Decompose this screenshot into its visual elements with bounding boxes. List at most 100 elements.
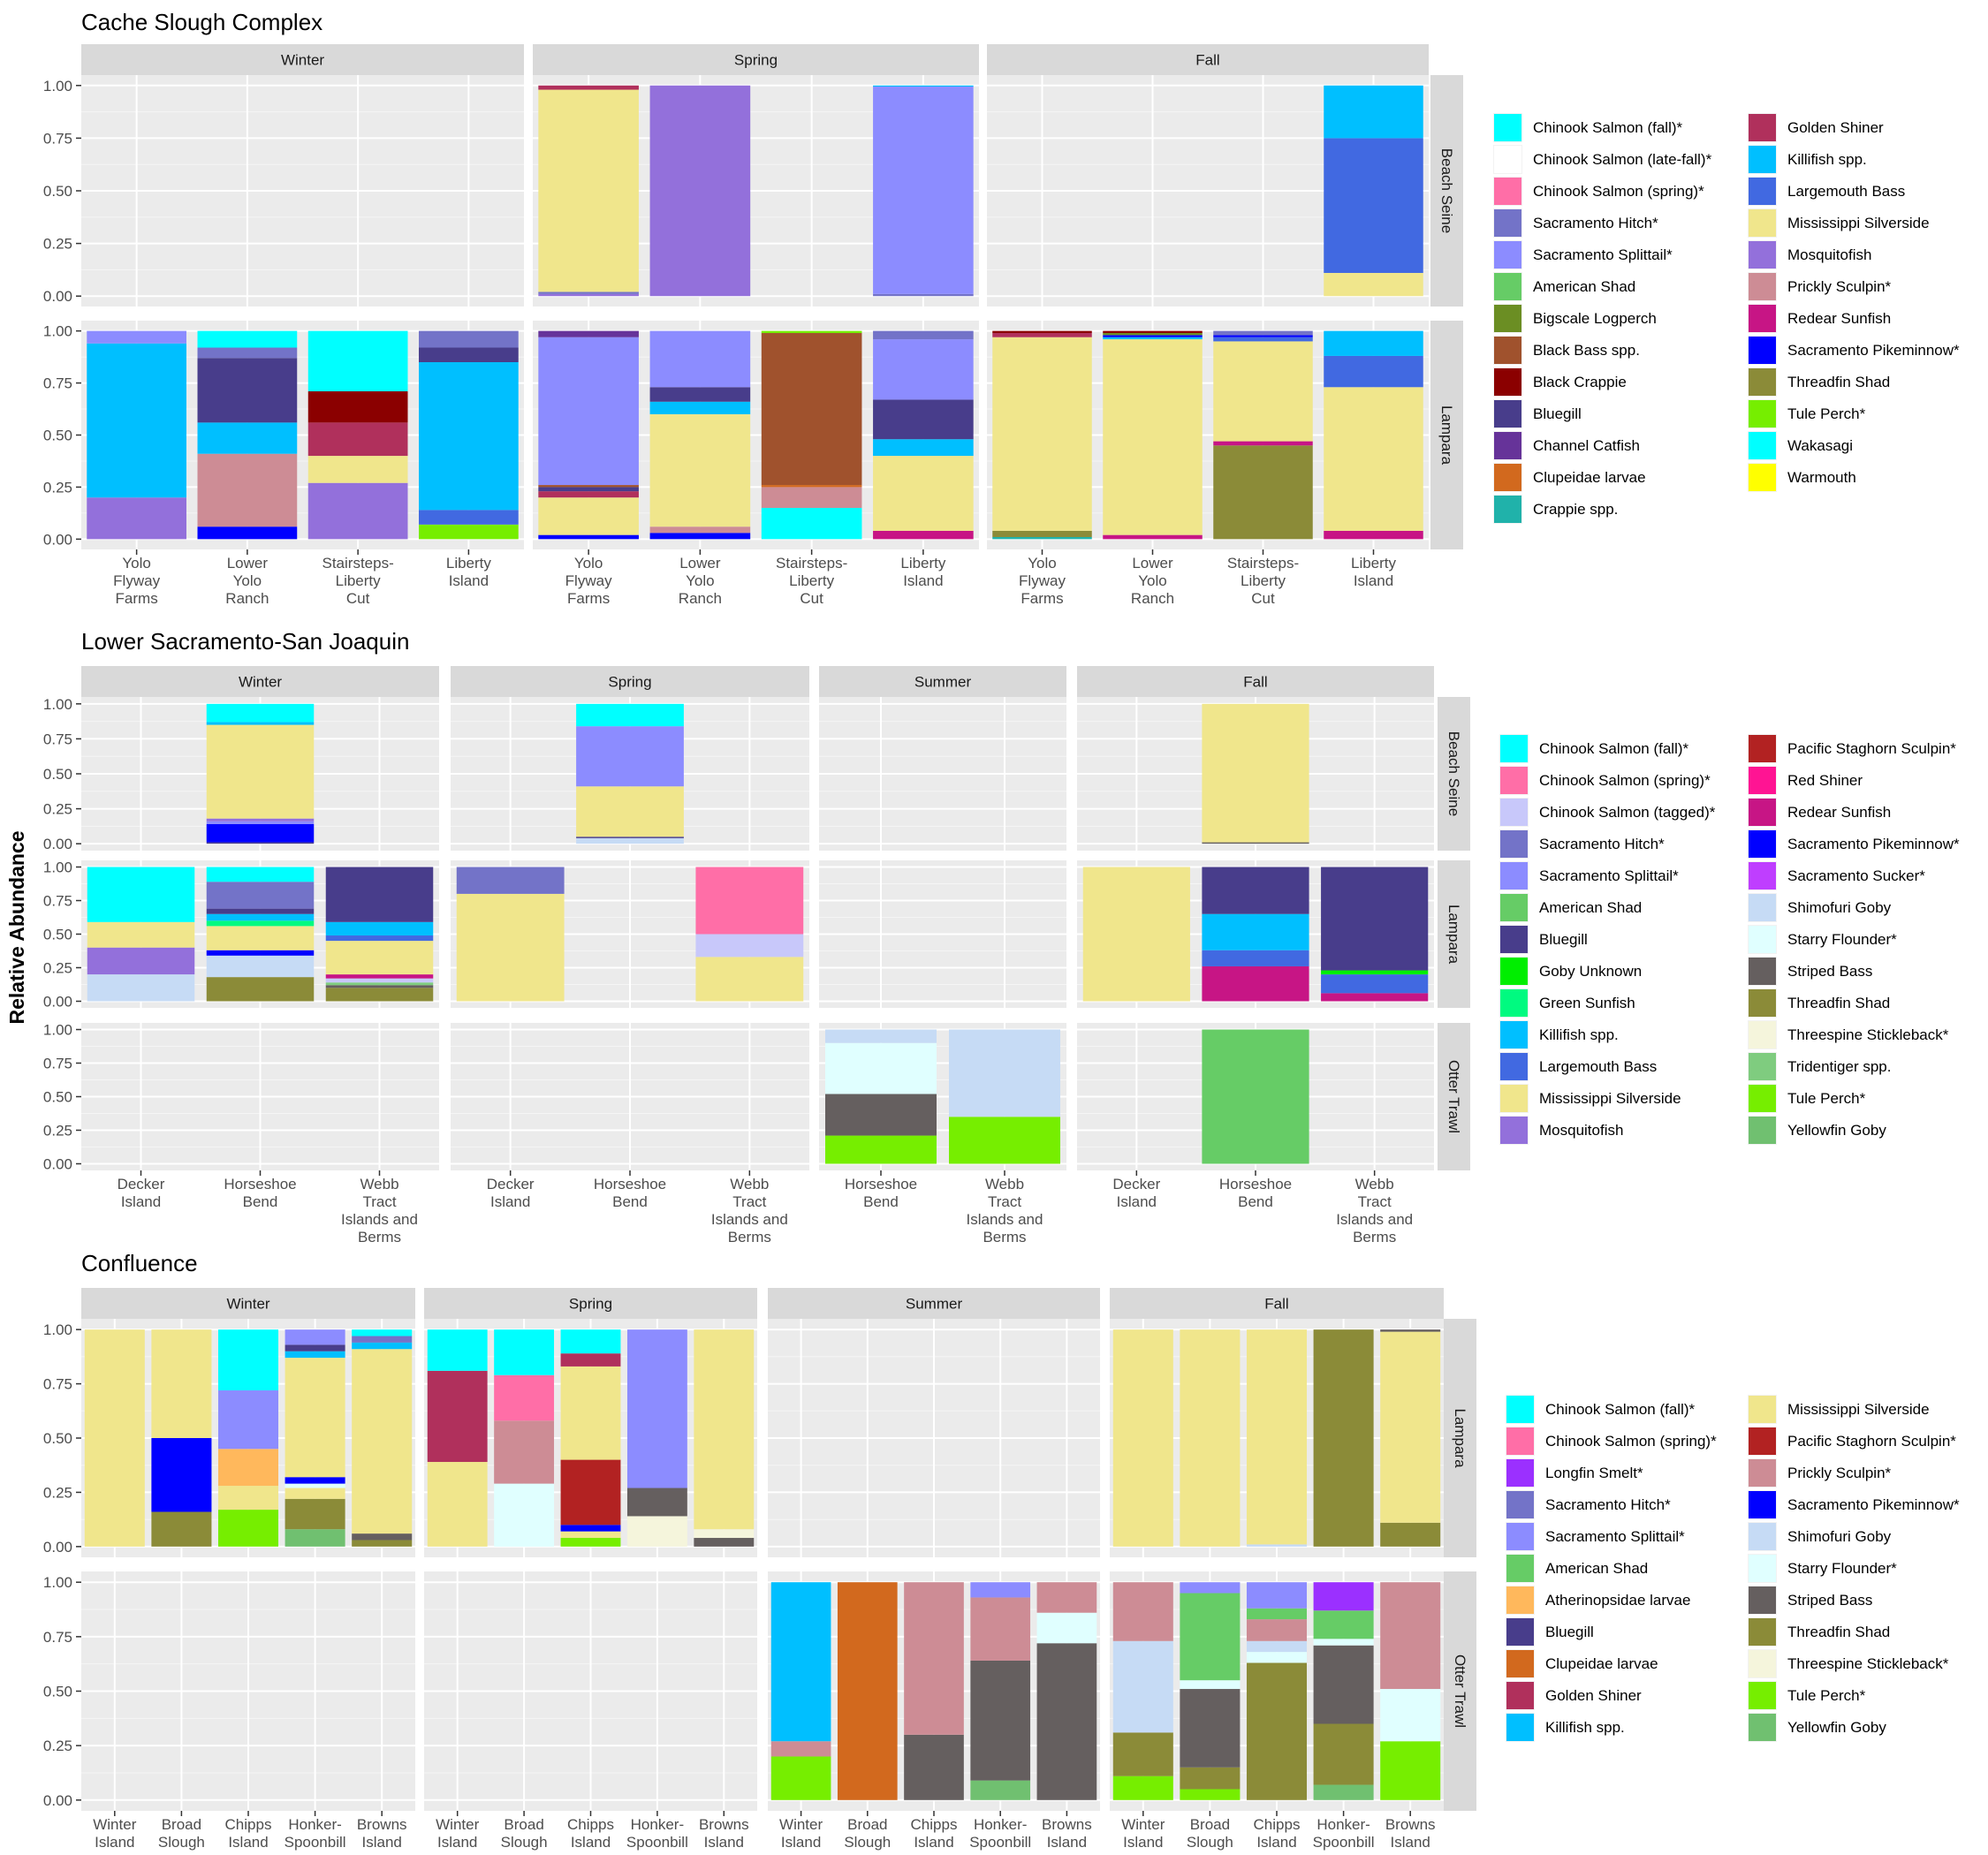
bar-segment-lower-yolo-ranch-prickly-sculpin bbox=[197, 453, 298, 527]
bar-segment-chipps-island-striped-bass bbox=[904, 1734, 964, 1800]
legend-key-largemouth-bass bbox=[1500, 1053, 1528, 1080]
bar-segment-winter-island-prickly-sculpin bbox=[770, 1741, 831, 1757]
y-tick-label: 0.00 bbox=[43, 288, 72, 305]
bar-segment-winter-island-shimofuri-goby bbox=[1112, 1640, 1173, 1733]
bar-segment-winter-island-tule-perch bbox=[770, 1756, 831, 1800]
legend-label-threespine-stickleback: Threespine Stickleback* bbox=[1787, 1655, 1949, 1672]
bar-segment-stairsteps-liberty-cut-sacramento-hitch bbox=[1213, 330, 1313, 336]
x-tick-label-line: Island bbox=[1123, 1834, 1163, 1851]
bar-segment-stairsteps-liberty-cut-wakasagi bbox=[761, 507, 862, 540]
legend-label-wakasagi: Wakasagi bbox=[1787, 437, 1853, 454]
bar-segment-chipps-island-starry-flounder bbox=[1246, 1652, 1308, 1663]
x-tick-label-line: Island bbox=[449, 572, 489, 589]
y-tick-label: 1.00 bbox=[43, 696, 72, 713]
x-tick-label-line: Browns bbox=[1385, 1816, 1436, 1833]
bar-segment-winter-island-threadfin-shad bbox=[1112, 1732, 1173, 1776]
bar-segment-liberty-island-sacramento-hitch bbox=[873, 293, 974, 297]
bar-segment-yolo-flyway-farms-golden-shiner bbox=[992, 333, 1092, 337]
bar-segment-horseshoe-bend-sacramento-splittail bbox=[576, 726, 684, 787]
bar-segment-chipps-island-atherinopsidae-larvae bbox=[217, 1449, 279, 1487]
x-tick-label-line: Farms bbox=[1021, 590, 1063, 607]
y-tick-label: 0.25 bbox=[43, 801, 72, 818]
bar-segment-broad-slough-american-shad bbox=[1180, 1593, 1241, 1681]
bar-segment-horseshoe-bend-mississippi-silverside bbox=[206, 724, 315, 819]
x-tick-label-browns-island: Browns Island bbox=[357, 1816, 407, 1851]
y-tick-label: 0.50 bbox=[43, 428, 72, 444]
legend-key-tridentiger-spp bbox=[1749, 1053, 1776, 1080]
x-tick-label-line: Flyway bbox=[1019, 572, 1066, 589]
x-tick-label-line: Island bbox=[362, 1834, 402, 1851]
x-tick-label-stairsteps-liberty-cut: Stairsteps-Liberty Cut bbox=[322, 555, 394, 607]
legend-label-sacramento-splittail: Sacramento Splittail* bbox=[1539, 867, 1679, 884]
legend-label-crappie-spp: Crappie spp. bbox=[1533, 501, 1618, 518]
bar-segment-webb-tract-islands-and-berms-killifish-spp bbox=[325, 921, 434, 936]
bar-segment-honker-spoonbill-mississippi-silverside bbox=[285, 1488, 345, 1499]
y-tick-label: 0.25 bbox=[43, 236, 72, 253]
legend-label-black-crappie: Black Crappie bbox=[1533, 374, 1627, 390]
legend-label-killifish-spp: Killifish spp. bbox=[1545, 1719, 1625, 1736]
legend-label-striped-bass: Striped Bass bbox=[1787, 1592, 1872, 1609]
legend-key-yellowfin-goby bbox=[1749, 1117, 1776, 1144]
bar-segment-honker-spoonbill-sacramento-splittail bbox=[970, 1582, 1031, 1598]
bar-segment-honker-spoonbill-yellowfin-goby bbox=[1313, 1784, 1374, 1800]
x-tick-label-line: Webb bbox=[1355, 1176, 1394, 1192]
x-tick-label-line: Chipps bbox=[225, 1816, 272, 1833]
x-tick-label-line: Island bbox=[1391, 1834, 1430, 1851]
legend-key-sacramento-sucker bbox=[1749, 862, 1776, 890]
x-tick-label-line: Cut bbox=[800, 590, 823, 607]
x-tick-label-lower-yolo-ranch: Lower Yolo Ranch bbox=[1131, 555, 1174, 607]
bar-segment-broad-slough-starry-flounder bbox=[1180, 1680, 1241, 1690]
legend-key-chinook-salmon-spring bbox=[1494, 178, 1521, 205]
x-tick-label-line: Yolo bbox=[122, 555, 150, 572]
bar-segment-browns-island-killifish-spp bbox=[352, 1342, 413, 1350]
bar-segment-yolo-flyway-farms-black-bass-spp bbox=[538, 485, 639, 488]
strip-winter bbox=[81, 666, 439, 697]
strip-label-spring: Spring bbox=[734, 52, 778, 69]
legend-key-mississippi-silverside bbox=[1500, 1085, 1528, 1112]
bar-segment-yolo-flyway-farms-mosquitofish bbox=[538, 293, 639, 297]
x-tick-label-chipps-island: Chipps Island bbox=[911, 1816, 958, 1851]
y-tick-label: 0.75 bbox=[43, 130, 72, 147]
legend-key-starry-flounder bbox=[1749, 926, 1776, 953]
legend-key-sacramento-splittail bbox=[1494, 241, 1521, 269]
x-tick-label-line: Farms bbox=[116, 590, 158, 607]
y-tick-label: 0.00 bbox=[43, 836, 72, 852]
x-tick-label-line: Liberty bbox=[336, 572, 382, 589]
x-tick-label-chipps-island: Chipps Island bbox=[567, 1816, 614, 1851]
bar-segment-winter-island-mississippi-silverside bbox=[84, 1329, 145, 1547]
bar-segment-horseshoe-bend-striped-bass bbox=[825, 1094, 937, 1136]
x-tick-label-line: Chipps bbox=[567, 1816, 614, 1833]
x-tick-label-line: Tract bbox=[1358, 1193, 1392, 1210]
x-tick-label-line: Winter bbox=[93, 1816, 136, 1833]
bar-segment-horseshoe-bend-killifish-spp bbox=[206, 722, 315, 725]
bar-segment-horseshoe-bend-shimofuri-goby bbox=[206, 955, 315, 978]
y-axis-label: Relative Abundance bbox=[5, 831, 28, 1025]
bar-segment-webb-tract-islands-and-berms-largemouth-bass bbox=[325, 935, 434, 942]
legend-key-clupeidae-larvae bbox=[1494, 464, 1521, 491]
bar-segment-liberty-island-sacramento-hitch bbox=[419, 330, 519, 348]
bar-segment-chipps-island-prickly-sculpin bbox=[904, 1582, 964, 1735]
legend-key-sacramento-splittail bbox=[1506, 1523, 1534, 1550]
legend-label-green-sunfish: Green Sunfish bbox=[1539, 995, 1635, 1011]
legend-key-mississippi-silverside bbox=[1749, 1396, 1776, 1423]
bar-segment-horseshoe-bend-largemouth-bass bbox=[1202, 950, 1309, 966]
strip-label-lampara: Lampara bbox=[1452, 1408, 1468, 1468]
bar-segment-liberty-island-tule-perch bbox=[419, 524, 519, 540]
x-tick-label-line: Island bbox=[437, 1834, 477, 1851]
bar-segment-stairsteps-liberty-cut-black-bass-spp bbox=[761, 333, 862, 486]
legend-key-chinook-salmon-spring bbox=[1500, 767, 1528, 794]
bar-segment-liberty-island-killifish-spp bbox=[873, 439, 974, 457]
bar-segment-winter-island-chinook-salmon-fall bbox=[427, 1329, 488, 1371]
legend-label-warmouth: Warmouth bbox=[1787, 469, 1856, 486]
bar-segment-horseshoe-bend-bluegill bbox=[576, 837, 684, 838]
legend-key-mississippi-silverside bbox=[1749, 209, 1776, 237]
bar-segment-chipps-island-pacific-staghorn-sculpin bbox=[560, 1459, 621, 1526]
x-tick-label-line: Yolo bbox=[574, 555, 603, 572]
strip-label-winter: Winter bbox=[239, 674, 282, 691]
bar-segment-decker-island-chinook-salmon-fall bbox=[87, 867, 195, 922]
bar-segment-horseshoe-bend-sacramento-pikeminnow bbox=[206, 950, 315, 956]
bar-segment-yolo-flyway-farms-golden-shiner bbox=[538, 491, 639, 498]
x-tick-label-line: Lower bbox=[1132, 555, 1173, 572]
x-tick-label-line: Horseshoe bbox=[594, 1176, 666, 1192]
strip-winter bbox=[81, 44, 524, 75]
